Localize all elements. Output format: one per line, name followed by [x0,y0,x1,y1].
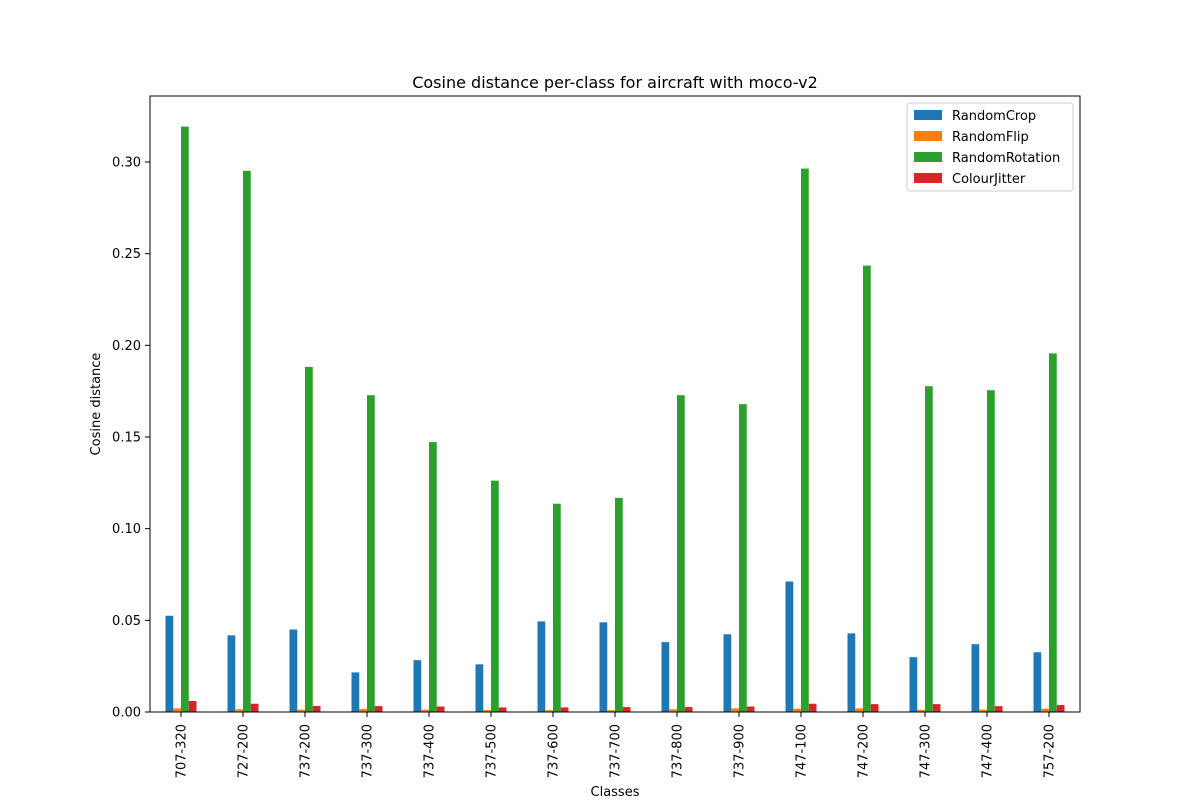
bar-colourjitter-747-400 [994,706,1003,712]
x-tick-label: 747-200 [857,724,872,778]
bar-randomcrop-737-500 [475,664,484,712]
bar-randomflip-737-200 [297,709,305,712]
legend-label: RandomFlip [952,130,1029,145]
bar-randomcrop-757-200 [1033,652,1042,712]
x-axis: 707-320 727-200 737-200 737-300 737-400 737-5… [175,712,1058,778]
bar-colourjitter-737-300 [374,706,383,712]
x-axis-title: Classes [591,785,640,800]
bar-randomcrop-737-200 [289,629,298,712]
bar-randomflip-737-300 [359,708,367,712]
x-tick-label: 757-200 [1043,724,1058,778]
bar-randomflip-737-400 [421,709,429,712]
bar-colourjitter-707-320 [188,701,197,712]
bar-randomcrop-737-600 [537,621,546,712]
legend: RandomCrop RandomFlip RandomRotation Colour… [906,102,1074,192]
bar-randomrotation-737-600 [553,503,561,712]
bar-randomcrop-747-200 [847,633,856,712]
bar-randomrotation-727-200 [243,170,251,713]
bar-randomflip-747-100 [793,708,801,712]
y-tick-label: 0.15 [112,431,141,446]
x-tick-label: 747-400 [981,724,996,778]
bar-colourjitter-727-200 [250,703,259,712]
bar-randomrotation-747-400 [987,390,995,712]
bar-randomcrop-737-900 [723,634,732,712]
bar-randomrotation-707-320 [181,126,189,713]
bar-randomrotation-757-200 [1049,353,1057,712]
bar-randomcrop-737-700 [599,622,608,712]
x-tick-label: 737-700 [609,724,624,778]
x-tick-label: 737-300 [361,724,376,778]
bar-randomflip-737-800 [669,709,677,712]
bar-randomflip-747-200 [855,708,863,712]
bar-colourjitter-737-800 [684,707,693,712]
x-tick-label: 747-300 [919,724,934,778]
bar-colourjitter-737-500 [498,707,507,712]
bar-colourjitter-737-900 [746,706,755,712]
bar-randomflip-727-200 [235,709,243,712]
x-tick-label: 737-500 [485,724,500,778]
y-tick-label: 0.25 [112,247,141,262]
y-axis: 0.00 0.05 0.10 0.15 0.20 0.25 0.30 [112,156,150,721]
legend-swatch [914,110,942,120]
legend-label: ColourJitter [952,172,1026,187]
bar-randomrotation-747-100 [801,168,809,713]
bar-randomcrop-737-300 [351,672,360,712]
bar-randomrotation-737-200 [305,366,313,712]
x-tick-label: 737-800 [671,724,686,778]
y-axis-title: Cosine distance [89,353,104,456]
x-tick-label: 747-100 [795,724,810,778]
legend-swatch [914,173,942,183]
bars-group [165,126,1065,713]
bar-colourjitter-757-200 [1056,705,1065,712]
bar-randomcrop-737-400 [413,660,422,712]
y-tick-label: 0.30 [112,156,141,171]
bar-randomflip-737-500 [483,710,491,712]
legend-label: RandomRotation [952,151,1060,166]
bar-colourjitter-737-700 [622,707,631,712]
x-tick-label: 707-320 [175,724,190,778]
y-tick-label: 0.00 [112,706,141,721]
bar-randomflip-707-320 [173,708,181,712]
legend-swatch [914,131,942,141]
x-tick-label: 737-400 [423,724,438,778]
y-tick-label: 0.10 [112,522,141,537]
legend-label: RandomCrop [952,109,1036,124]
y-tick-label: 0.20 [112,339,141,354]
bar-randomrotation-737-300 [367,395,375,712]
bar-colourjitter-737-400 [436,706,445,712]
bar-randomrotation-747-200 [863,265,871,712]
bar-randomflip-747-300 [917,709,925,712]
bar-randomcrop-727-200 [227,635,236,712]
bar-randomflip-747-400 [979,709,987,712]
bar-randomrotation-737-800 [677,395,685,712]
bar-randomcrop-707-320 [165,615,174,712]
bar-randomflip-737-700 [607,710,615,712]
legend-box [906,102,1074,192]
x-tick-label: 737-900 [733,724,748,778]
bar-randomflip-757-200 [1041,708,1049,712]
x-tick-label: 737-600 [547,724,562,778]
bar-randomflip-737-600 [545,710,553,712]
bar-colourjitter-737-200 [312,705,321,712]
bar-colourjitter-737-600 [560,707,569,712]
bar-randomrotation-737-400 [429,442,437,712]
bar-colourjitter-747-300 [932,704,941,712]
bar-randomcrop-747-400 [971,644,980,712]
x-tick-label: 727-200 [237,724,252,778]
bar-randomflip-737-900 [731,708,739,712]
bar-randomrotation-737-500 [491,480,499,712]
legend-swatch [914,152,942,162]
bar-randomrotation-737-900 [739,404,747,712]
y-tick-label: 0.05 [112,614,141,629]
bar-randomcrop-737-800 [661,642,670,712]
x-tick-label: 737-200 [299,724,314,778]
bar-randomrotation-737-700 [615,497,623,712]
bar-colourjitter-747-100 [808,703,817,712]
bar-randomcrop-747-100 [785,581,794,712]
chart-title: Cosine distance per-class for aircraft w… [412,73,818,92]
bar-colourjitter-747-200 [870,704,879,712]
bar-randomcrop-747-300 [909,657,918,712]
bar-randomrotation-747-300 [925,386,933,712]
